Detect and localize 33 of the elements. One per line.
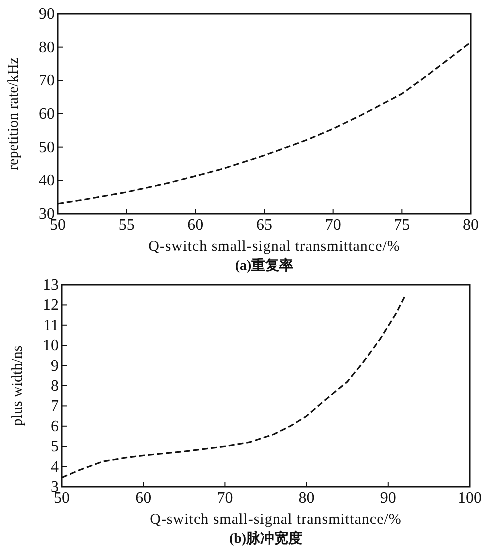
y-tick-label: 40 bbox=[39, 172, 55, 190]
text: (b)脉冲宽度 bbox=[229, 530, 303, 547]
y-tick-label: 70 bbox=[39, 72, 55, 90]
y-tick-label: 8 bbox=[51, 378, 59, 395]
y-tick-label: 13 bbox=[43, 277, 59, 294]
x-tick-label: 60 bbox=[188, 217, 204, 234]
y-tick-label: 5 bbox=[51, 438, 59, 456]
text: (a)重复率 bbox=[235, 257, 294, 274]
x-tick-label: 80 bbox=[463, 217, 479, 234]
y-tick-label: 4 bbox=[51, 458, 59, 476]
y-tick-label: 6 bbox=[51, 418, 59, 436]
x-axis-title: Q-switch small-signal transmittance/% bbox=[150, 512, 402, 528]
y-axis-title: repetition rate/kHz bbox=[6, 57, 22, 170]
x-axis-title: Q-switch small-signal transmittance/% bbox=[148, 239, 400, 255]
y-tick-label: 50 bbox=[39, 139, 55, 156]
y-tick-label: 60 bbox=[39, 106, 55, 123]
x-tick-label: 55 bbox=[118, 217, 135, 234]
y-tick-label: 9 bbox=[51, 358, 59, 375]
x-tick-label: 90 bbox=[380, 490, 396, 507]
y-tick-label: 7 bbox=[51, 398, 59, 416]
x-tick-label: 60 bbox=[136, 490, 152, 507]
x-tick-label: 65 bbox=[256, 217, 272, 234]
y-tick-label: 11 bbox=[44, 317, 59, 334]
x-tick-label: 75 bbox=[394, 217, 410, 234]
y-tick-label: 10 bbox=[43, 338, 59, 355]
x-tick-label: 80 bbox=[298, 490, 315, 507]
x-tick-label: 70 bbox=[217, 490, 234, 507]
y-tick-label: 12 bbox=[43, 297, 59, 314]
x-tick-label: 100 bbox=[458, 490, 482, 507]
y-axis-title: plus width/ns bbox=[10, 346, 26, 426]
y-tick-label: 90 bbox=[39, 6, 55, 23]
y-tick-label: 80 bbox=[39, 39, 55, 56]
x-tick-label: 70 bbox=[325, 217, 342, 234]
